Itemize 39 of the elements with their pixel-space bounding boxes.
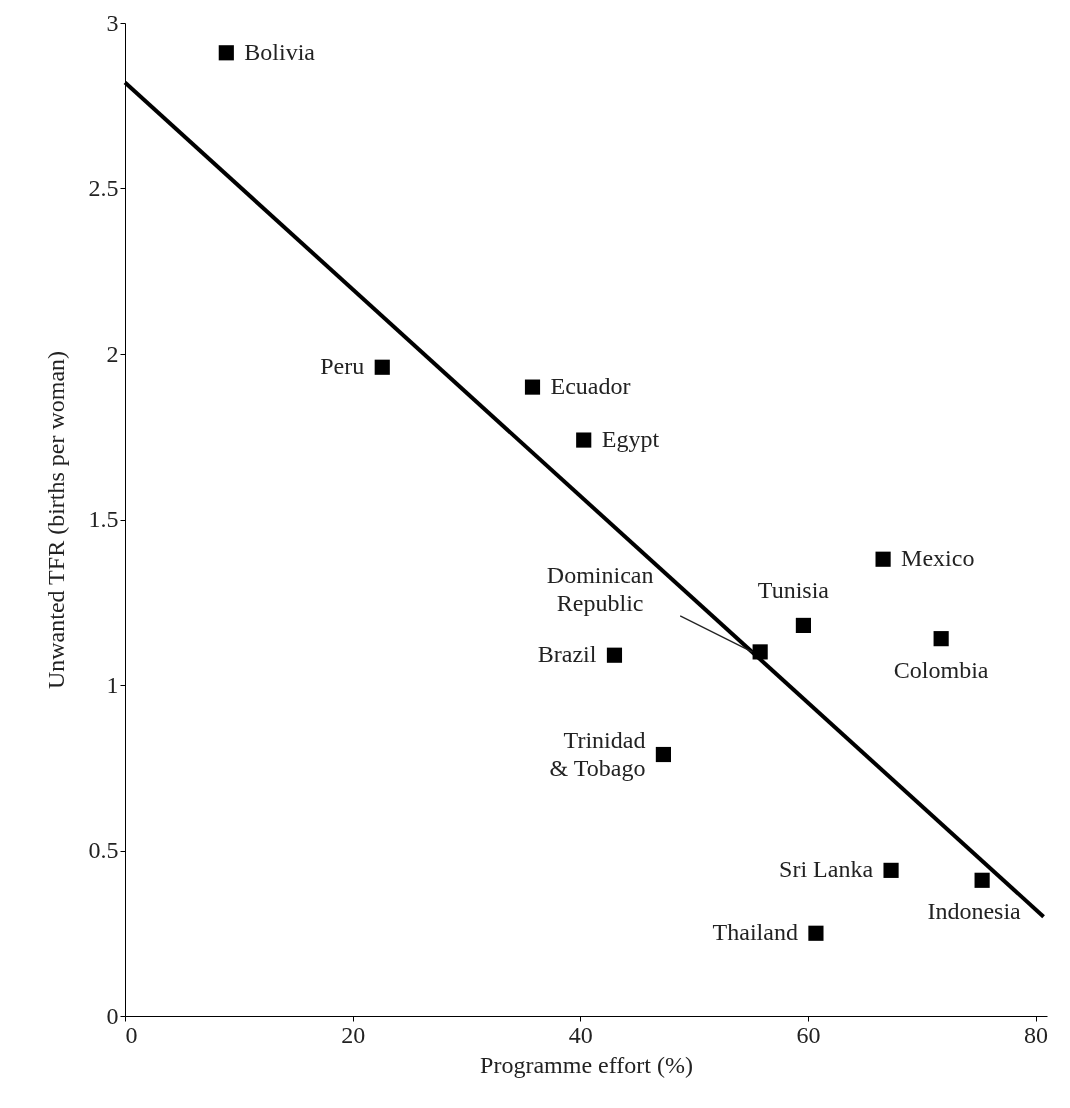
point [524,379,541,395]
x-tick-label: 60 [796,1021,821,1048]
annotation: Mexico [901,545,975,572]
y-tick-label: 2 [106,340,119,367]
annotation: Bolivia [244,38,316,65]
point [974,872,990,888]
annotation: Brazil [537,641,597,668]
point [606,647,623,663]
y-tick-label: 0.5 [88,837,119,863]
x-axis-title: Programme effort (%) [480,1051,693,1078]
point [218,45,234,61]
y-tick-label: 1 [106,671,119,698]
point [883,862,899,878]
point [795,617,811,633]
annotation: Colombia [893,656,989,683]
x-tick-label: 20 [341,1021,366,1048]
annotation: Dominican Republic [546,561,654,616]
x-tick-label: 80 [1024,1021,1049,1048]
annotation: Peru [320,353,365,380]
annotation: Tunisia [757,577,830,604]
annotation: Trinidad & Tobago [549,726,646,781]
y-tick-label: 3 [106,9,119,36]
annotation: Thailand [712,919,798,946]
point [933,631,949,647]
y-tick-label: 2.5 [88,175,119,201]
annotation: Sri Lanka [779,856,874,883]
annotation: Egypt [601,426,660,453]
y-tick-label: 1.5 [88,506,119,532]
point [875,551,891,567]
x-tick-label: 0 [125,1021,138,1048]
point [374,359,390,375]
point [576,432,592,448]
annotation: Indonesia [927,898,1022,925]
annotation: Ecuador [550,373,631,400]
y-tick-label: 0 [106,1002,119,1029]
y-axis-title: Unwanted TFR (births per woman) [42,350,69,690]
x-tick-label: 40 [568,1021,593,1048]
point [808,925,824,941]
point [655,746,671,763]
